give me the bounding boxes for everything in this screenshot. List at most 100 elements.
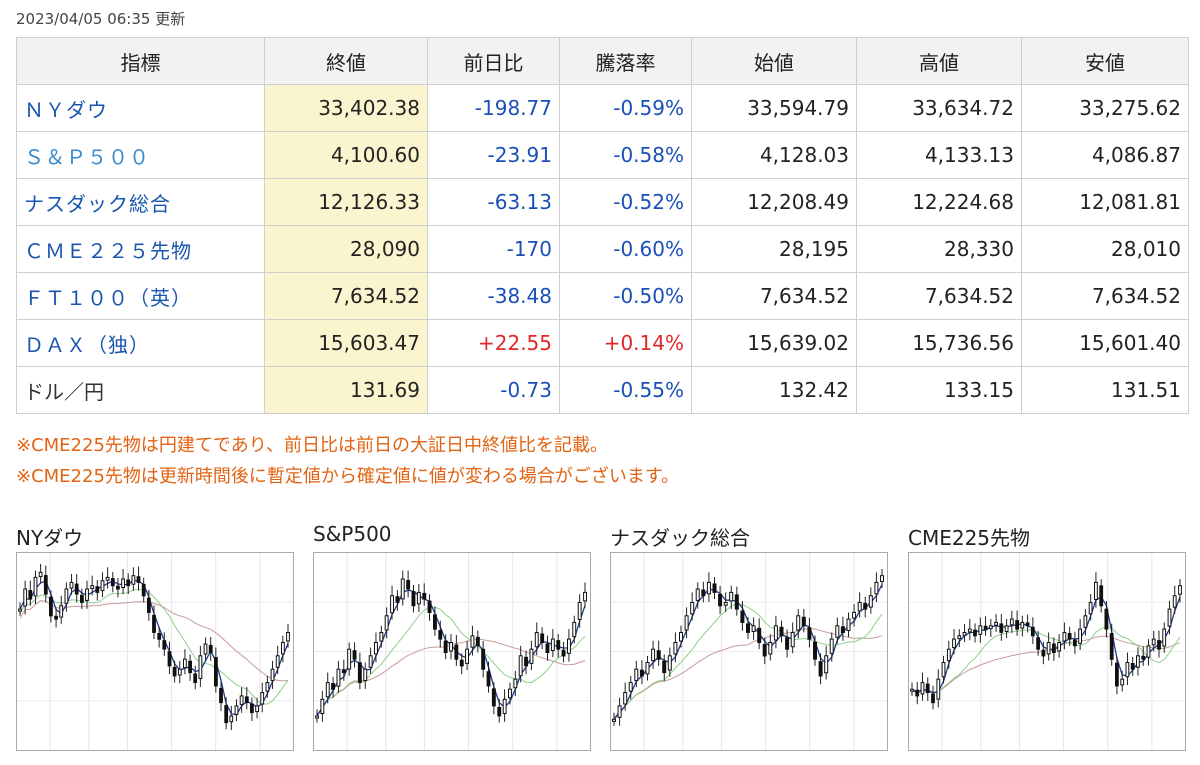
index-link-ft100[interactable]: ＦＴ１００（英） [16, 272, 265, 320]
candle-body-down [1025, 622, 1030, 627]
candle [475, 630, 480, 653]
candle-body-up [384, 615, 389, 631]
candle-body-down [840, 626, 845, 634]
candle [1062, 622, 1067, 650]
candle [427, 594, 432, 621]
candle [746, 617, 750, 640]
candle-body-up [690, 601, 695, 615]
candle [617, 697, 622, 726]
candle [352, 642, 357, 668]
candle-body-down [656, 650, 661, 660]
header-high: 高値 [856, 37, 1022, 85]
candle [962, 624, 967, 642]
candle [331, 676, 336, 698]
candle-body-up [868, 595, 873, 608]
candle [718, 586, 723, 615]
candle-body-up [952, 638, 956, 649]
candle [1115, 656, 1119, 695]
candle [662, 654, 667, 681]
candle-body-up [121, 578, 125, 588]
moving-average-long [613, 627, 883, 718]
candle-body-up [1172, 595, 1177, 608]
open-value: 4,128.03 [691, 131, 857, 179]
candle-body-up [59, 605, 64, 618]
candle-body-down [662, 660, 667, 674]
change-rate-value: -0.52% [559, 178, 692, 226]
candle-body-down [1041, 649, 1046, 657]
candle-body-up [941, 662, 946, 678]
candle [465, 640, 470, 671]
candle [1088, 594, 1093, 621]
index-link-nydow[interactable]: ＮＹダウ [16, 84, 265, 132]
candle [734, 586, 739, 616]
candle-body-up [645, 662, 650, 675]
index-link-dax[interactable]: ＤＡＸ（独） [16, 319, 265, 367]
candle-body-up [1178, 585, 1182, 595]
candle-body-down [639, 669, 644, 677]
candle [768, 634, 773, 661]
candle-body-down [43, 575, 48, 595]
candle-body-down [757, 627, 762, 644]
candle-body-down [95, 586, 100, 593]
candle-body-up [1078, 628, 1082, 644]
candle [368, 647, 373, 674]
candle [790, 622, 795, 654]
candle [502, 689, 507, 722]
candle [224, 697, 229, 730]
candle-body-up [1146, 645, 1151, 658]
candle-body-up [183, 658, 187, 669]
candle-body-down [162, 640, 167, 650]
candle-body-down [438, 630, 443, 640]
candle-body-up [1167, 608, 1172, 627]
candle [244, 686, 249, 710]
moving-average-short [19, 579, 289, 716]
index-link-nasdaq[interactable]: ナスダック総合 [16, 178, 265, 226]
candle [572, 615, 577, 644]
candle-body-down [1130, 663, 1135, 670]
candle-body-up [513, 678, 518, 689]
chart-sp500[interactable] [313, 552, 591, 751]
candle [729, 585, 734, 610]
candle [374, 632, 378, 663]
change-value: -170 [427, 225, 560, 273]
candlestick-chart [611, 553, 887, 750]
candle [936, 669, 941, 708]
candle-body-up [18, 608, 22, 612]
candle [43, 565, 48, 603]
candle-body-up [229, 715, 234, 723]
chart-cme225[interactable] [908, 552, 1186, 751]
candle-body-up [623, 692, 628, 705]
change-value: -23.91 [427, 131, 560, 179]
candle-body-up [69, 581, 74, 589]
candle [540, 627, 545, 650]
index-link-sp500[interactable]: Ｓ＆Ｐ５００ [16, 131, 265, 179]
candle-body-down [331, 683, 336, 690]
candle [422, 583, 427, 606]
low-value: 4,086.87 [1021, 131, 1189, 179]
index-link-cme225[interactable]: ＣＭＥ２２５先物 [16, 225, 265, 273]
candle [255, 697, 259, 719]
candle [863, 596, 868, 618]
candle-body-down [1067, 633, 1072, 640]
candle [1015, 610, 1019, 636]
candle-body-up [534, 632, 539, 648]
open-value: 28,195 [691, 225, 857, 273]
chart-nydow[interactable] [16, 552, 294, 751]
candle-body-down [219, 687, 223, 704]
candle-body-down [915, 689, 920, 697]
candle [583, 582, 588, 608]
candle-body-up [465, 648, 470, 664]
candle-body-up [846, 618, 851, 631]
high-value: 15,736.56 [856, 319, 1022, 367]
candle [852, 604, 857, 627]
close-value: 33,402.38 [264, 84, 428, 132]
candle-body-up [957, 635, 962, 640]
index-usdjpy: ドル／円 [16, 366, 265, 414]
candle-body-up [567, 638, 571, 654]
candle [639, 660, 644, 685]
candle [416, 584, 421, 613]
chart-nasdaq[interactable] [610, 552, 888, 751]
candle [1178, 579, 1182, 603]
candle [320, 690, 325, 722]
note-line: ※CME225先物は円建てであり、前日比は前日の大証日中終値比を記載。 [16, 435, 609, 456]
